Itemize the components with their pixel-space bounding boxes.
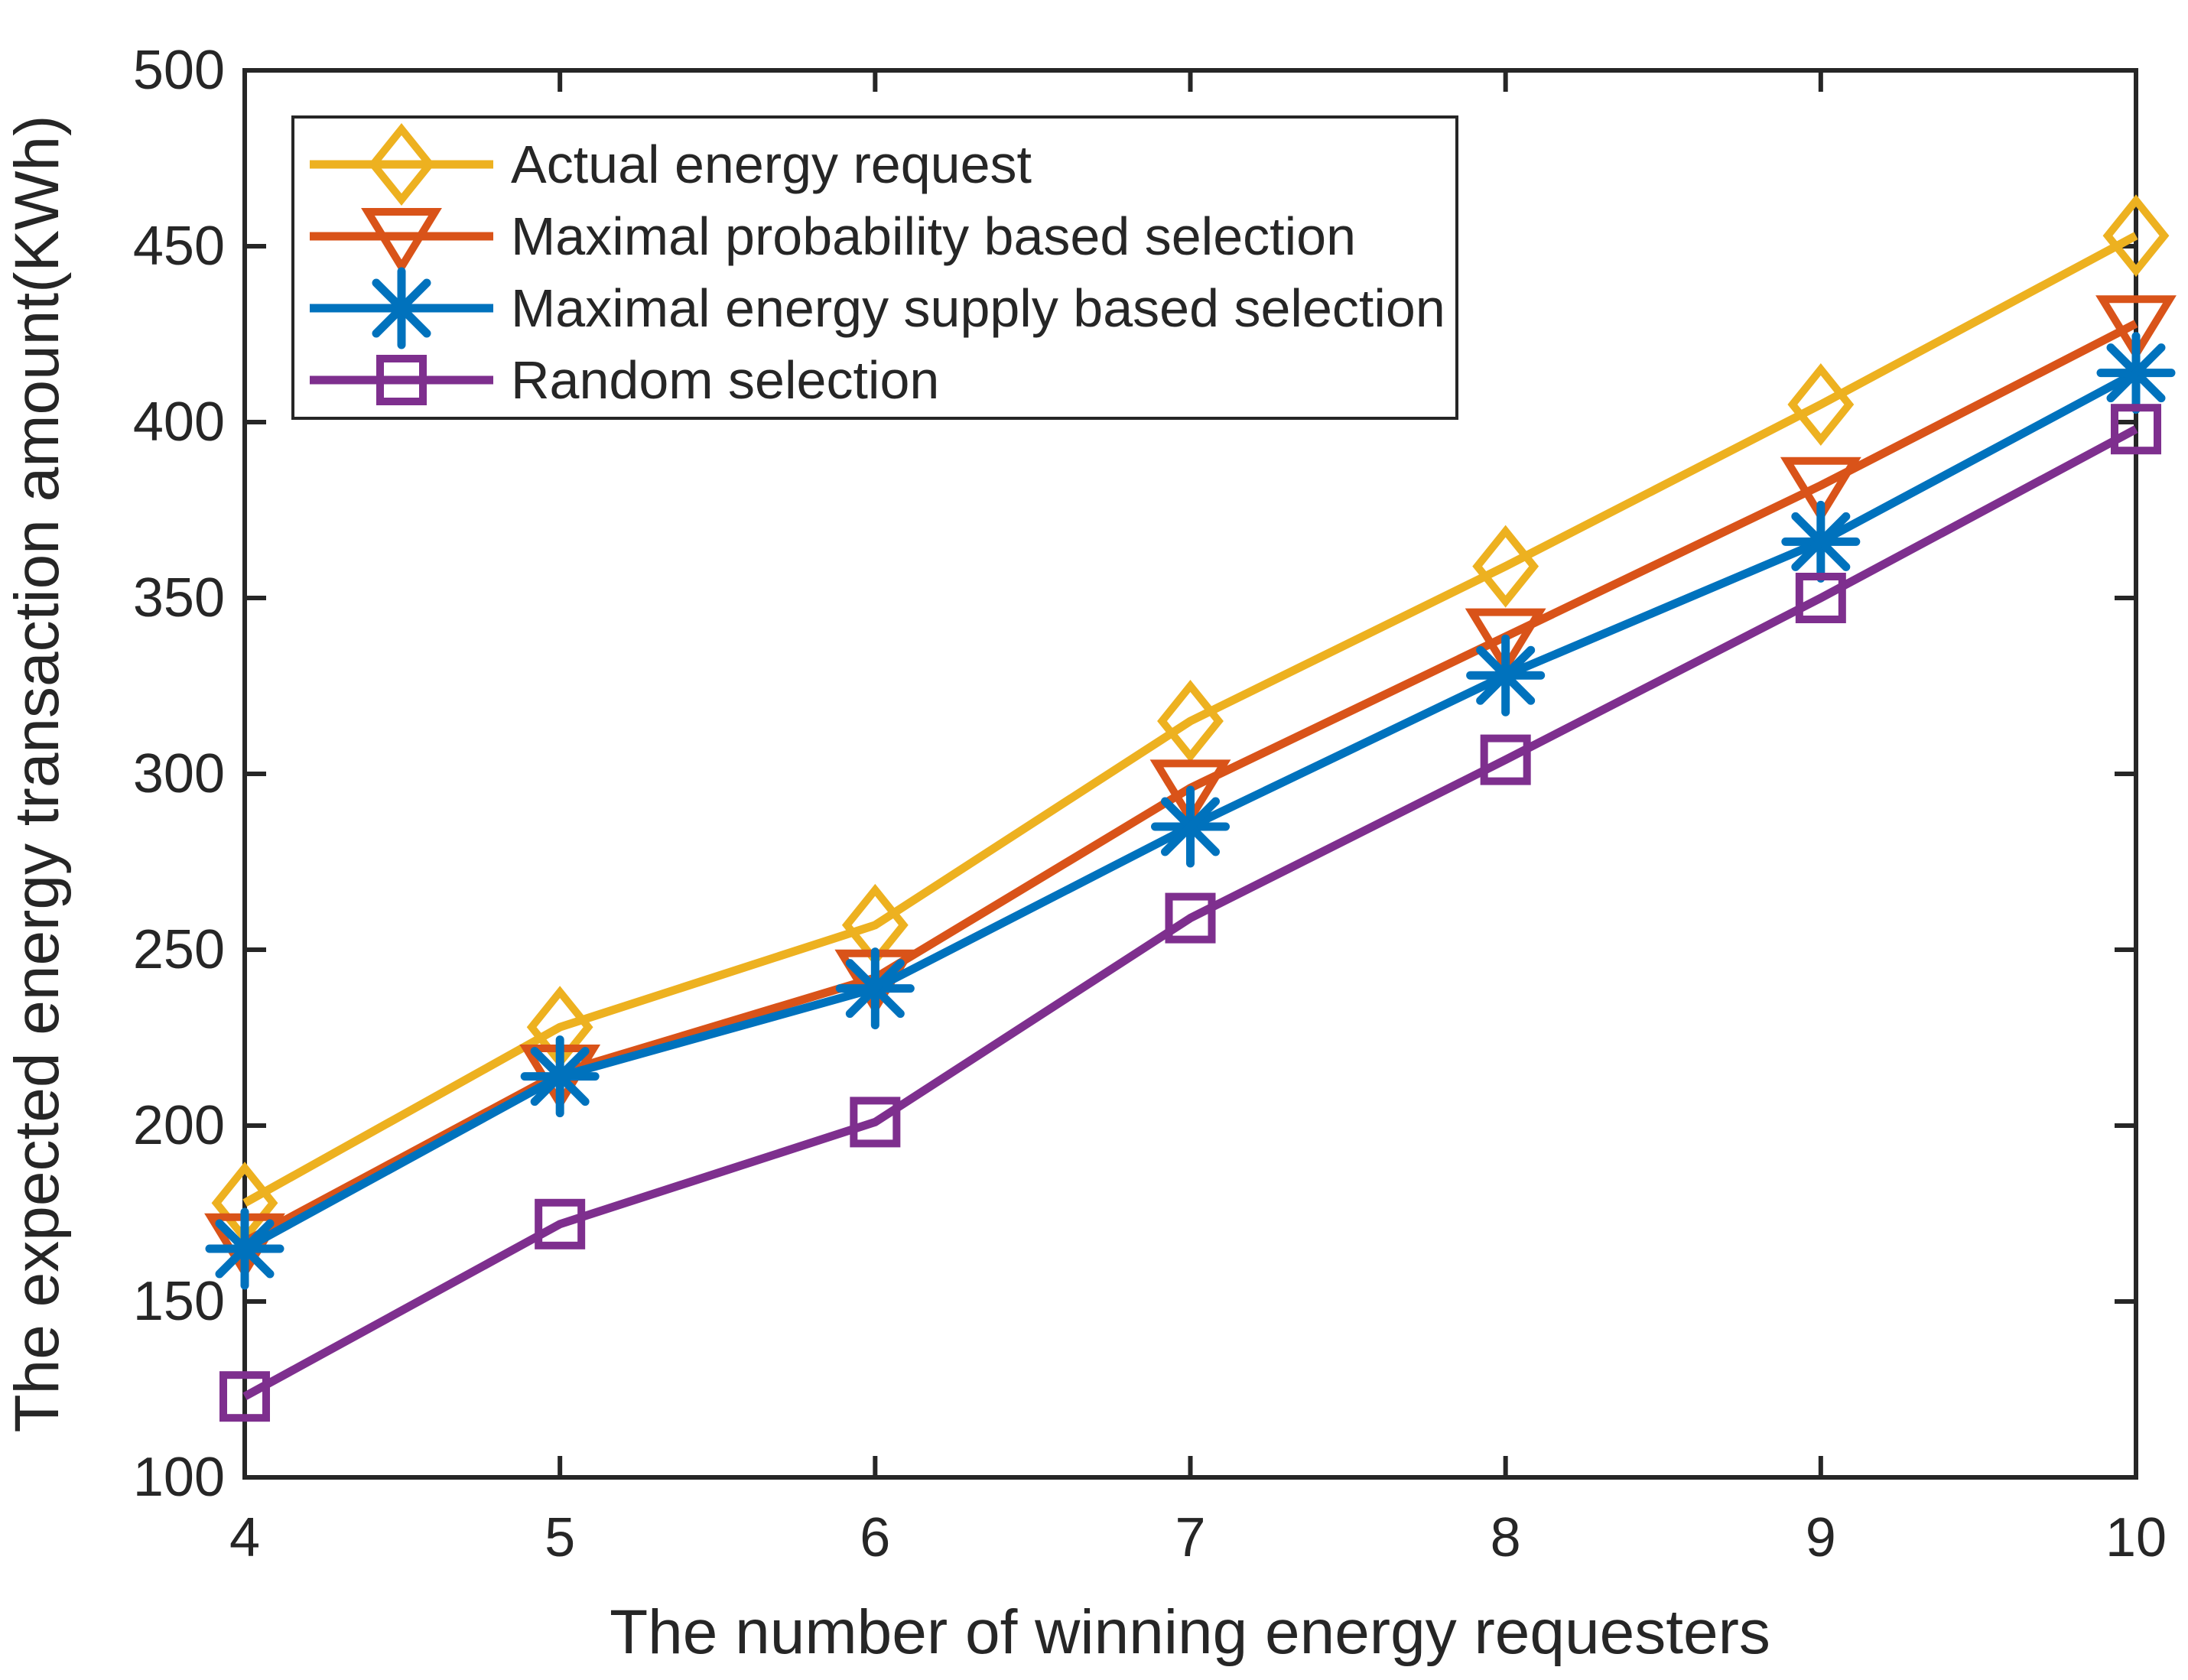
y-tick-label: 500 bbox=[133, 40, 225, 101]
asterisk-marker bbox=[1781, 500, 1861, 583]
legend-item-4: Random selection bbox=[310, 350, 939, 410]
square-marker bbox=[1795, 573, 1846, 623]
legend-item-1: Actual energy request bbox=[310, 123, 1032, 206]
x-tick-label: 4 bbox=[229, 1507, 260, 1568]
asterisk-marker bbox=[205, 1207, 284, 1290]
triangle-down-marker bbox=[1465, 608, 1546, 675]
x-tick-label: 10 bbox=[2105, 1507, 2167, 1568]
asterisk-marker bbox=[2096, 332, 2176, 414]
x-tick-label: 5 bbox=[545, 1507, 575, 1568]
y-tick-label: 350 bbox=[133, 567, 225, 629]
square-marker bbox=[850, 1097, 901, 1148]
legend-diamond-marker bbox=[368, 123, 435, 206]
diamond-marker bbox=[1472, 525, 1539, 608]
y-tick-label: 150 bbox=[133, 1271, 225, 1332]
y-axis-label: The expected energy transaction amount(K… bbox=[2, 115, 72, 1433]
x-tick-label: 6 bbox=[860, 1507, 890, 1568]
legend-triangle-down-marker bbox=[361, 208, 442, 275]
y-tick-label: 200 bbox=[133, 1095, 225, 1156]
legend: Actual energy request Maximal probability… bbox=[291, 115, 1458, 420]
legend-item-2: Maximal probability based selection bbox=[310, 206, 1356, 275]
legend-square-marker bbox=[376, 355, 427, 405]
square-marker bbox=[1480, 734, 1531, 785]
y-tick-label: 450 bbox=[133, 216, 225, 277]
x-tick-label: 9 bbox=[1806, 1507, 1836, 1568]
diamond-marker bbox=[1157, 680, 1224, 762]
diamond-marker bbox=[2102, 194, 2170, 278]
x-axis-label: The number of winning energy requesters bbox=[610, 1597, 1770, 1667]
plot-area: 4 5 6 7 8 9 10 100 150 200 250 300 350 400 450 500 Actua… bbox=[133, 40, 2177, 1568]
square-marker bbox=[219, 1371, 270, 1422]
legend-label: Maximal probability based selection bbox=[511, 206, 1356, 266]
diamond-marker bbox=[1787, 363, 1855, 446]
asterisk-marker bbox=[520, 1035, 600, 1118]
y-tick-label: 250 bbox=[133, 919, 225, 980]
triangle-down-marker bbox=[2095, 295, 2177, 362]
y-tick-label: 400 bbox=[133, 392, 225, 453]
square-marker bbox=[535, 1198, 586, 1249]
square-marker bbox=[1165, 892, 1216, 944]
asterisk-marker bbox=[1466, 634, 1546, 717]
y-axis: 100 150 200 250 300 350 400 450 500 bbox=[133, 40, 2136, 1508]
legend-label: Actual energy request bbox=[511, 135, 1032, 194]
series-random-selection bbox=[219, 404, 2161, 1422]
legend-label: Maximal energy supply based selection bbox=[511, 278, 1445, 338]
y-tick-label: 100 bbox=[133, 1447, 225, 1508]
legend-asterisk-marker bbox=[362, 267, 441, 349]
x-axis: 4 5 6 7 8 9 10 bbox=[229, 70, 2167, 1568]
series-maximal-energy-supply-based-selection bbox=[205, 332, 2176, 1290]
x-tick-label: 8 bbox=[1491, 1507, 1521, 1568]
triangle-down-marker bbox=[1149, 759, 1231, 826]
asterisk-marker bbox=[1151, 785, 1230, 868]
triangle-down-marker bbox=[1780, 457, 1861, 524]
series-line-actual-energy-request bbox=[242, 232, 2138, 1207]
series-line-random-selection bbox=[242, 425, 2138, 1401]
legend-label: Random selection bbox=[511, 350, 939, 410]
square-marker bbox=[2111, 404, 2161, 455]
legend-item-3: Maximal energy supply based selection bbox=[310, 267, 1445, 349]
x-tick-label: 7 bbox=[1175, 1507, 1205, 1568]
y-tick-label: 300 bbox=[133, 743, 225, 804]
asterisk-marker bbox=[835, 947, 915, 1030]
